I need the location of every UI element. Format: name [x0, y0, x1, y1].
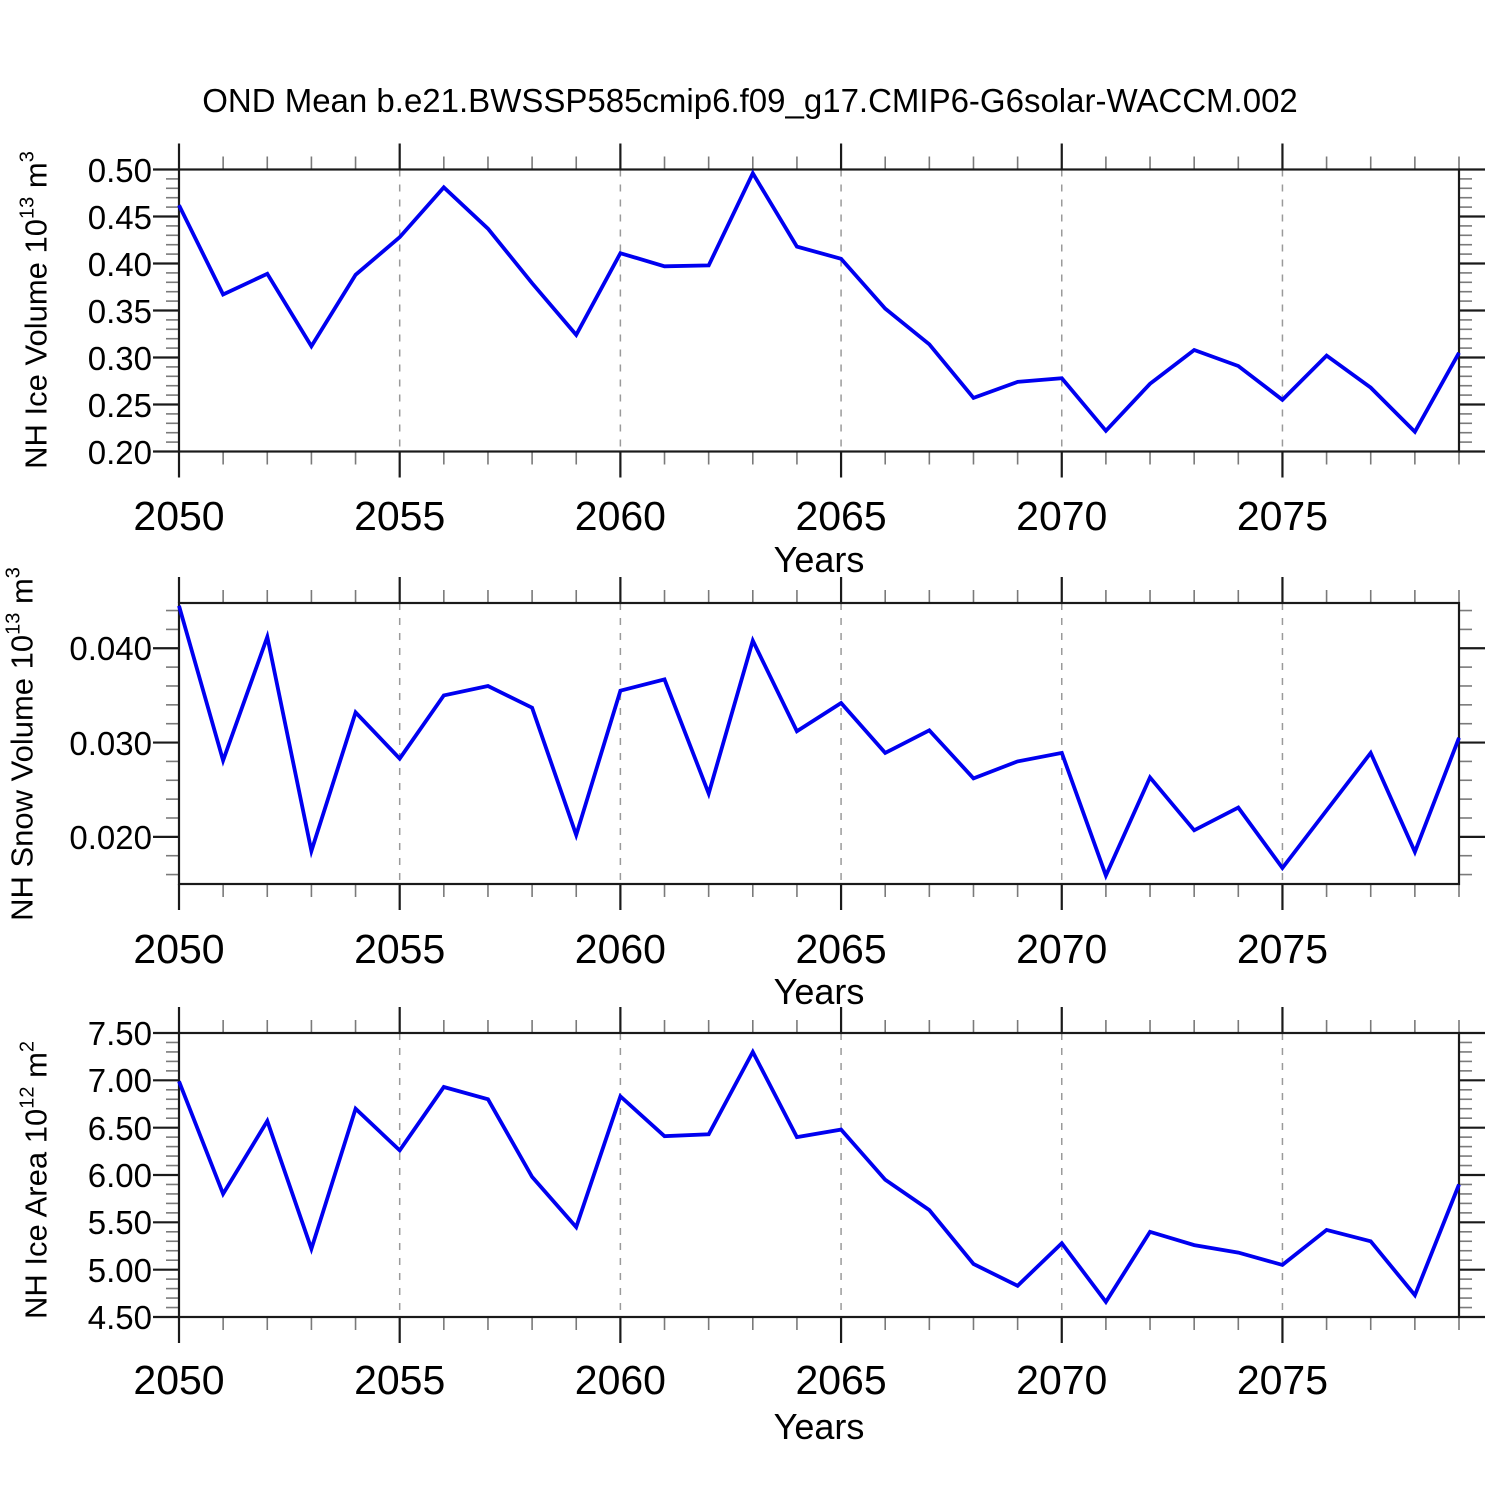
y-tick-label: 0.20 [87, 433, 152, 471]
y-tick-label: 0.040 [69, 630, 152, 668]
x-tick-label: 2065 [795, 1357, 887, 1403]
y-tick-label: 0.50 [87, 151, 152, 189]
x-tick-label: 2050 [133, 1357, 225, 1403]
chart-ice-area [153, 1007, 1485, 1343]
y-tick-label: 0.020 [69, 818, 152, 856]
chart-ice-volume [153, 143, 1485, 478]
chart-snow-volume [153, 577, 1485, 910]
x-tick-label: 2070 [1016, 926, 1108, 972]
x-tick-label: 2065 [795, 926, 887, 972]
x-tick-label: 2055 [354, 926, 446, 972]
x-tick-label: 2055 [354, 493, 446, 539]
y-tick-label: 4.50 [87, 1299, 152, 1336]
y-tick-label: 5.00 [87, 1251, 152, 1289]
x-tick-label: 2070 [1016, 1357, 1108, 1403]
x-axis-title-ice-volume: Years [773, 539, 865, 580]
x-tick-label: 2075 [1236, 1357, 1329, 1403]
x-tick-label: 2050 [133, 926, 225, 972]
y-tick-label: 6.00 [87, 1157, 152, 1194]
x-axis-title-snow-volume: Years [773, 971, 865, 1012]
data-line-ice-area [177, 1047, 1461, 1306]
y-axis-title-text: m [4, 578, 40, 613]
figure-title: OND Mean b.e21.BWSSP585cmip6.f09_g17.CMI… [202, 82, 1298, 119]
y-tick-label: 0.45 [87, 198, 152, 236]
axis-border [177, 1031, 1461, 1319]
x-tick-label: 2060 [574, 926, 666, 972]
axis-border [177, 168, 1461, 453]
x-tick-label: 2070 [1016, 493, 1108, 539]
x-tick-label: 2065 [795, 493, 887, 539]
y-tick-label: 0.25 [87, 386, 152, 424]
x-tick-label: 2075 [1236, 493, 1329, 539]
y-tick-label: 0.35 [87, 292, 152, 330]
y-tick-label: 6.50 [87, 1109, 152, 1147]
y-tick-label: 7.00 [87, 1062, 152, 1100]
y-tick-label: 7.50 [87, 1015, 152, 1052]
y-axis-title-text: NH Snow Volume 10 [4, 634, 40, 921]
x-tick-label: 2050 [133, 493, 225, 539]
y-tick-label: 0.40 [87, 245, 152, 283]
x-axis-title-ice-area: Years [773, 1406, 865, 1447]
data-line-ice-volume [177, 169, 1461, 435]
x-tick-label: 2075 [1236, 926, 1329, 972]
x-tick-label: 2060 [574, 493, 666, 539]
y-tick-label: 0.030 [69, 724, 152, 762]
x-tick-label: 2060 [574, 1357, 666, 1403]
axis-border [177, 601, 1461, 886]
y-axis-title-superscript: 3 [2, 567, 25, 579]
y-tick-label: 0.30 [87, 339, 152, 377]
y-tick-label: 5.50 [87, 1204, 152, 1242]
data-line-snow-volume [177, 605, 1461, 881]
x-tick-label: 2055 [354, 1357, 446, 1403]
